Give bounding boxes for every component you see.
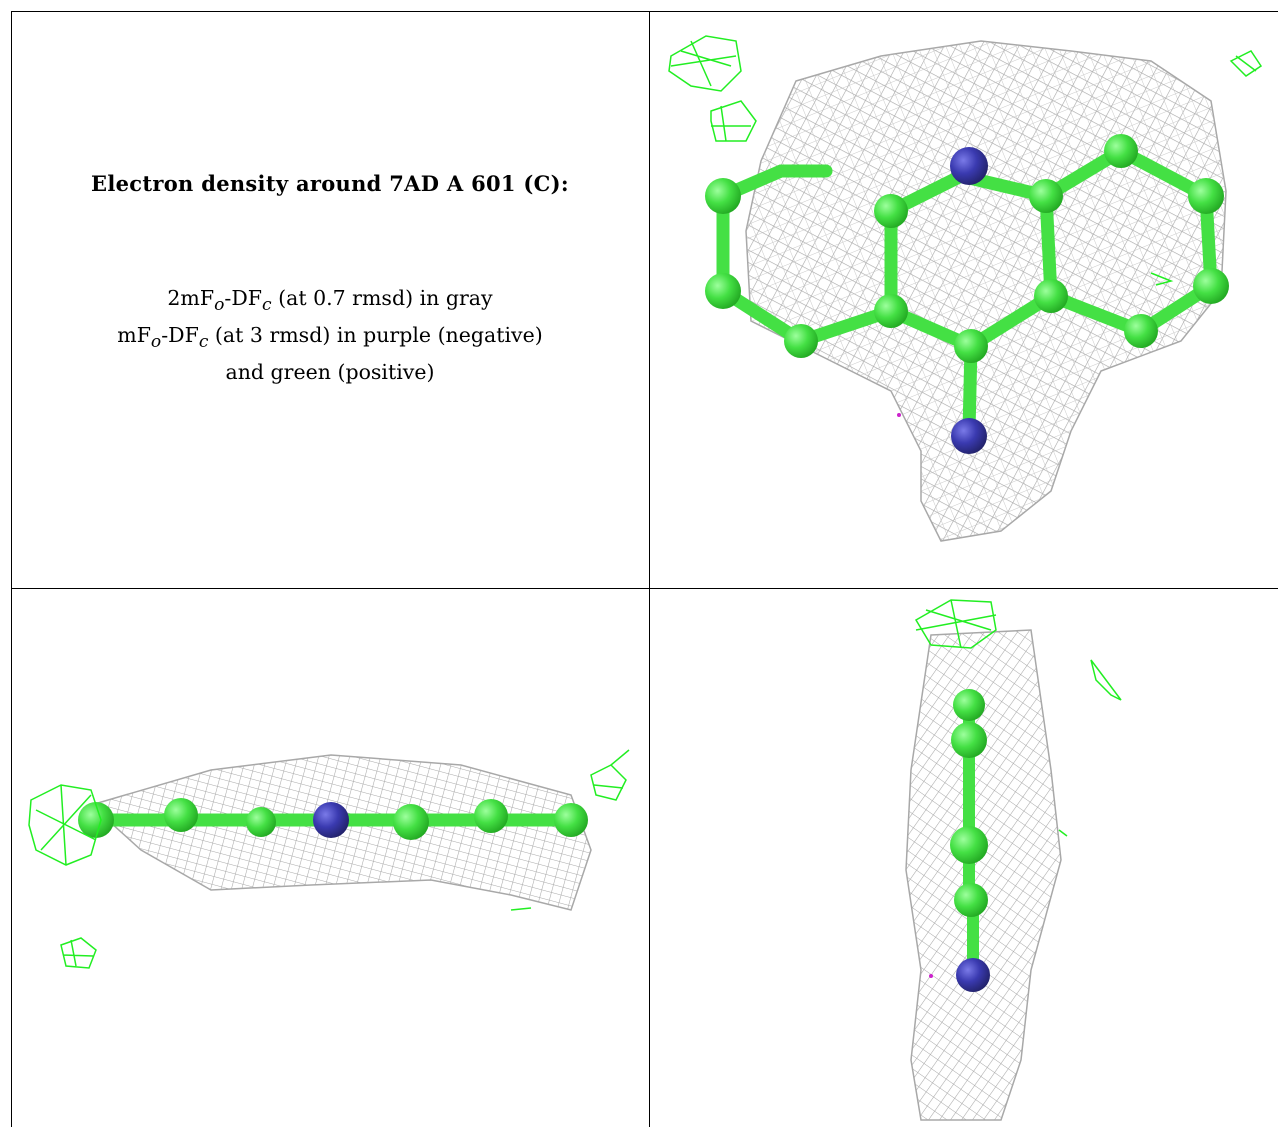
legend-line-2fo-fc: 2mFo-DFc (at 0.7 rmsd) in gray [167,286,493,316]
caption-cell: Electron density around 7AD A 601 (C): 2… [11,11,649,587]
density-mesh [745,40,1227,542]
density-view-top [651,11,1278,587]
positive-difference-density [28,749,630,969]
table-middle-rule [649,11,650,1127]
map-legend: 2mFo-DFc (at 0.7 rmsd) in gray mFo-DFc (… [11,283,649,387]
positive-difference-density [914,599,1122,837]
density-view-side [11,590,649,1127]
atoms [950,689,990,992]
table-left-rule [11,11,12,1127]
negative-difference-density [897,413,901,417]
positive-difference-density [668,35,1263,286]
legend-line-colors: and green (positive) [225,360,435,385]
atoms [78,798,588,840]
molecule-render-side [28,749,630,969]
negative-difference-density [929,974,933,978]
figure-title: Electron density around 7AD A 601 (C): [91,171,569,196]
table-top-rule [11,11,1278,12]
table-row-rule [11,588,1278,589]
molecule-render-top [668,35,1263,542]
density-mesh [905,629,1062,1121]
density-view-edge [651,590,1278,1127]
atoms [705,134,1229,454]
legend-line-fo-fc: mFo-DFc (at 3 rmsd) in purple (negative) [117,323,543,353]
molecule-render-edge [905,599,1122,1121]
